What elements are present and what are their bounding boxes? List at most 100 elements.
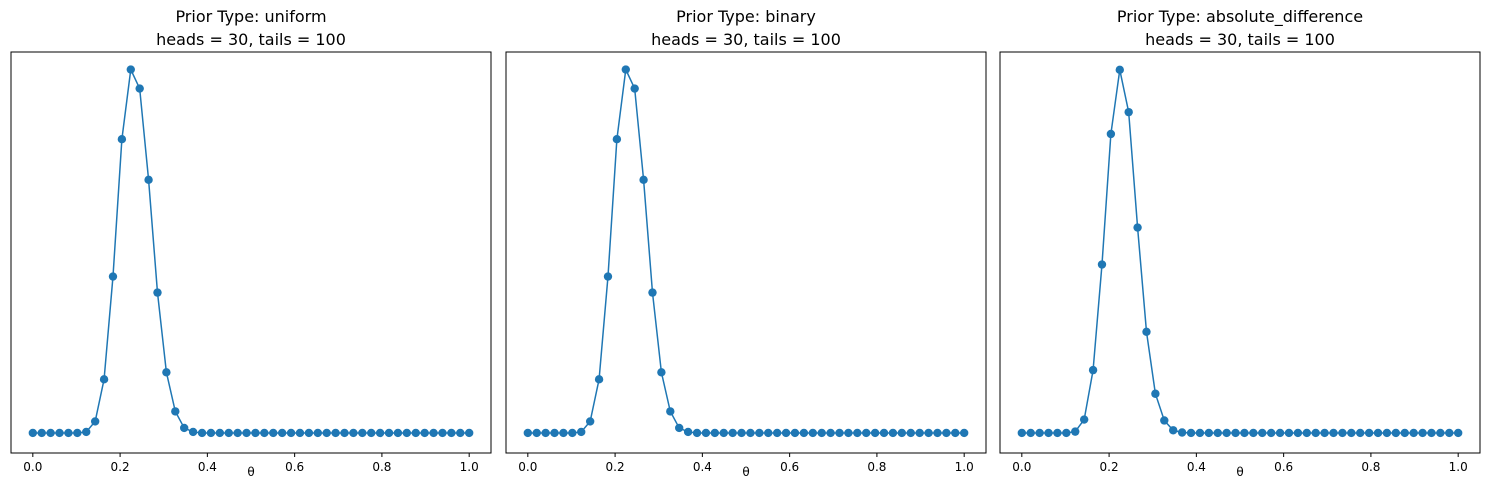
data-point [959, 428, 969, 438]
data-point [1373, 428, 1383, 438]
data-point [55, 428, 64, 438]
data-point [242, 428, 251, 438]
subplot-binary: Prior Type: binary heads = 30, tails = 1… [505, 7, 987, 479]
data-point [701, 428, 711, 438]
x-tick-label: 0.2 [1100, 460, 1119, 474]
data-point [277, 428, 287, 438]
data-point [286, 428, 296, 438]
data-point [692, 428, 702, 438]
data-point [1168, 426, 1178, 435]
data-point [951, 428, 960, 438]
data-point [206, 428, 216, 438]
data-point [933, 428, 942, 438]
data-point [1079, 415, 1089, 424]
data-point [1249, 428, 1258, 438]
x-tick-label: 0.6 [285, 460, 304, 474]
data-point [367, 428, 376, 438]
data-point [37, 428, 46, 438]
data-point [1284, 428, 1294, 438]
x-tick-label: 0.0 [1012, 460, 1031, 474]
data-point [559, 428, 568, 438]
data-point [197, 428, 207, 438]
data-point [82, 427, 91, 437]
data-point [764, 428, 773, 438]
x-tick-label: 0.4 [198, 460, 217, 474]
data-point [1400, 428, 1409, 438]
data-point [1097, 260, 1107, 269]
data-point [1222, 428, 1231, 438]
data-point [808, 428, 818, 438]
x-tick-label: 1.0 [1449, 460, 1468, 474]
data-point [73, 428, 82, 438]
x-tick-label: 0.4 [1187, 460, 1206, 474]
data-point [862, 428, 871, 438]
data-point [790, 428, 800, 438]
data-point [1311, 428, 1320, 438]
subplot-subtitle: heads = 30, tails = 100 [651, 30, 841, 49]
data-point [835, 428, 844, 438]
data-point [90, 417, 100, 426]
subplot-subtitle: heads = 30, tails = 100 [156, 30, 346, 49]
x-tick-label: 0.2 [606, 460, 625, 474]
data-point [1258, 428, 1267, 438]
data-point [438, 428, 447, 438]
data-point [1195, 428, 1205, 438]
subplot-uniform: Prior Type: uniform heads = 30, tails = … [10, 7, 492, 479]
x-tick-label: 0.8 [372, 460, 391, 474]
data-point [1320, 428, 1329, 438]
data-point [464, 428, 474, 438]
data-point [541, 428, 550, 438]
data-point [1133, 223, 1142, 232]
data-point [135, 84, 144, 93]
data-point [304, 428, 314, 438]
data-point [585, 417, 595, 426]
x-tick-label: 1.0 [955, 460, 974, 474]
data-point [1231, 428, 1240, 438]
data-point [906, 428, 915, 438]
data-point [1418, 428, 1427, 438]
data-point [621, 65, 630, 74]
subplot-absolute-difference: Prior Type: absolute_difference heads = … [999, 7, 1481, 479]
data-point [393, 428, 403, 438]
plot-area-frame [10, 51, 492, 454]
data-series [1017, 65, 1463, 438]
data-point [1338, 428, 1347, 438]
data-point [915, 428, 924, 438]
data-point [251, 428, 260, 438]
data-point [144, 175, 153, 185]
x-tick-label: 0.0 [518, 460, 537, 474]
data-point [1302, 428, 1312, 438]
data-point [737, 428, 746, 438]
data-point [1044, 428, 1053, 438]
data-point [260, 428, 269, 438]
data-point [28, 428, 38, 438]
data-point [577, 427, 586, 437]
data-point [1026, 428, 1035, 438]
data-point [1124, 107, 1133, 117]
data-point [1053, 428, 1062, 438]
data-point [728, 428, 737, 438]
x-axis-label: θ [742, 465, 749, 479]
data-point [295, 428, 305, 438]
data-point [1427, 428, 1436, 438]
subplot-title: Prior Type: uniform [175, 7, 326, 26]
data-point [888, 428, 898, 438]
data-point [532, 428, 541, 438]
x-tick-label: 0.8 [1361, 460, 1380, 474]
data-point [1115, 65, 1124, 75]
data-point [746, 428, 755, 438]
data-point [630, 84, 639, 93]
data-point [594, 375, 604, 384]
data-point [1240, 428, 1249, 438]
data-point [1017, 428, 1027, 438]
data-point [1266, 428, 1276, 438]
data-point [171, 407, 180, 416]
data-point [666, 407, 675, 416]
data-point [99, 375, 109, 384]
subplot-title: Prior Type: absolute_difference [1117, 7, 1363, 27]
data-point [1186, 428, 1196, 438]
plot-area-frame [505, 51, 987, 454]
x-tick-label: 0.4 [693, 460, 712, 474]
data-point [826, 428, 835, 438]
